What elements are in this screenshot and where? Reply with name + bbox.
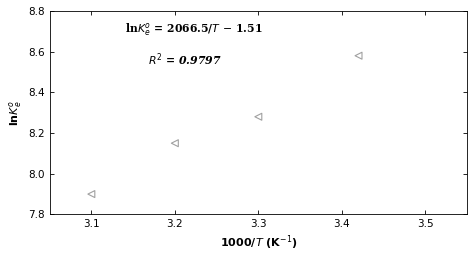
Point <box>171 141 179 145</box>
Y-axis label: ln$K_e^o$: ln$K_e^o$ <box>7 100 24 126</box>
Point <box>355 54 362 58</box>
Point <box>88 192 95 196</box>
Point <box>255 115 262 119</box>
Text: ln$K_e^o$ = 2066.5/$T$ $-$ 1.51: ln$K_e^o$ = 2066.5/$T$ $-$ 1.51 <box>125 21 263 38</box>
Text: $R^2$ = 0.9797: $R^2$ = 0.9797 <box>148 52 221 68</box>
X-axis label: 1000/$T$ (K$^{-1}$): 1000/$T$ (K$^{-1}$) <box>219 233 297 252</box>
